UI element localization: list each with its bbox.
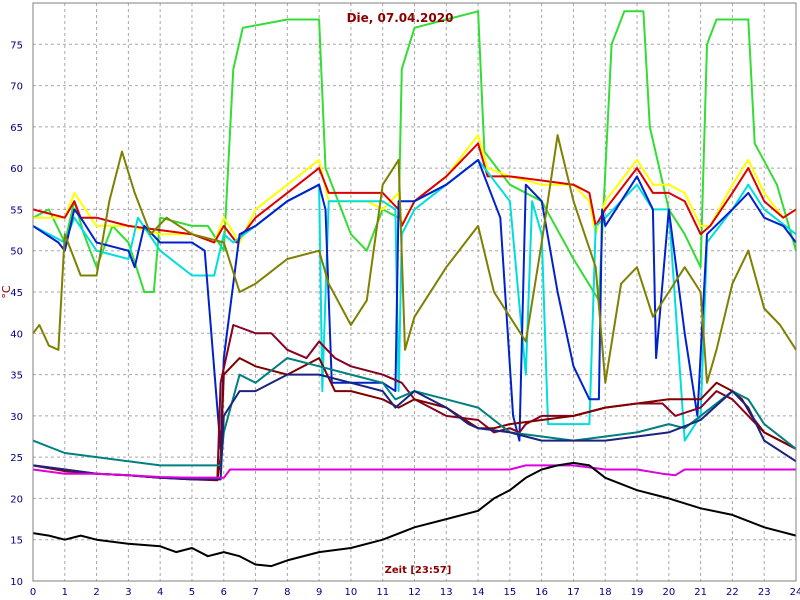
y-tick-label: 15: [10, 536, 23, 547]
y-tick-label: 55: [10, 205, 23, 216]
plot-frame: [32, 2, 797, 582]
x-tick-label: 12: [408, 587, 421, 598]
x-tick-label: 9: [316, 587, 322, 598]
y-tick-label: 45: [10, 288, 23, 299]
series-group: [32, 10, 797, 568]
chart-title: Die, 07.04.2020: [347, 11, 454, 25]
y-tick-label: 20: [10, 494, 23, 505]
y-tick-label: 60: [10, 164, 23, 175]
x-tick-label: 13: [440, 587, 453, 598]
y-axis-label: °C: [0, 285, 13, 299]
series-line-11: [32, 464, 796, 479]
y-tick-label: 75: [10, 40, 23, 51]
y-tick-label: 30: [10, 412, 23, 423]
y-tick-label: 25: [10, 453, 23, 464]
x-tick-label: 11: [376, 587, 389, 598]
x-tick-label: 23: [758, 587, 771, 598]
y-tick-label: 10: [10, 577, 23, 588]
x-tick-label: 3: [125, 587, 131, 598]
y-tick-label: 70: [10, 82, 23, 93]
x-tick-label: 8: [284, 587, 290, 598]
series-line-10: [32, 373, 797, 481]
x-tick-label: 7: [252, 587, 258, 598]
tick-labels: 0 1 2 3 4 5 6 7 8 9 10 11 12 13 14 15 16 17 18 19 20 21 22 23 24…: [10, 40, 800, 598]
x-tick-label: 6: [221, 587, 227, 598]
x-tick-label: 14: [472, 587, 485, 598]
x-tick-label: 16: [535, 587, 548, 598]
x-tick-label: 17: [567, 587, 580, 598]
y-tick-label: 40: [10, 329, 23, 340]
x-tick-label: 21: [694, 587, 707, 598]
series-line-4: [32, 158, 797, 442]
y-tick-label: 65: [10, 123, 23, 134]
x-tick-label: 18: [599, 587, 612, 598]
x-tick-label: 2: [93, 587, 99, 598]
x-tick-label: 5: [189, 587, 195, 598]
series-line-6: [32, 134, 797, 384]
x-tick-label: 19: [631, 587, 644, 598]
series-line-3: [32, 142, 797, 244]
series-line-7: [32, 324, 797, 479]
x-tick-label: 22: [726, 587, 739, 598]
x-axis-label: Zeit [23:57]: [385, 565, 452, 576]
x-tick-label: 0: [30, 587, 36, 598]
series-line-12: [32, 461, 797, 568]
x-tick-label: 1: [62, 587, 68, 598]
x-tick-label: 10: [345, 587, 358, 598]
series-line-5: [32, 158, 797, 450]
x-tick-label: 15: [504, 587, 517, 598]
x-tick-label: 4: [157, 587, 163, 598]
y-tick-label: 35: [10, 371, 23, 382]
y-tick-label: 50: [10, 247, 23, 258]
x-tick-label: 24: [790, 587, 800, 598]
x-tick-label: 20: [662, 587, 675, 598]
